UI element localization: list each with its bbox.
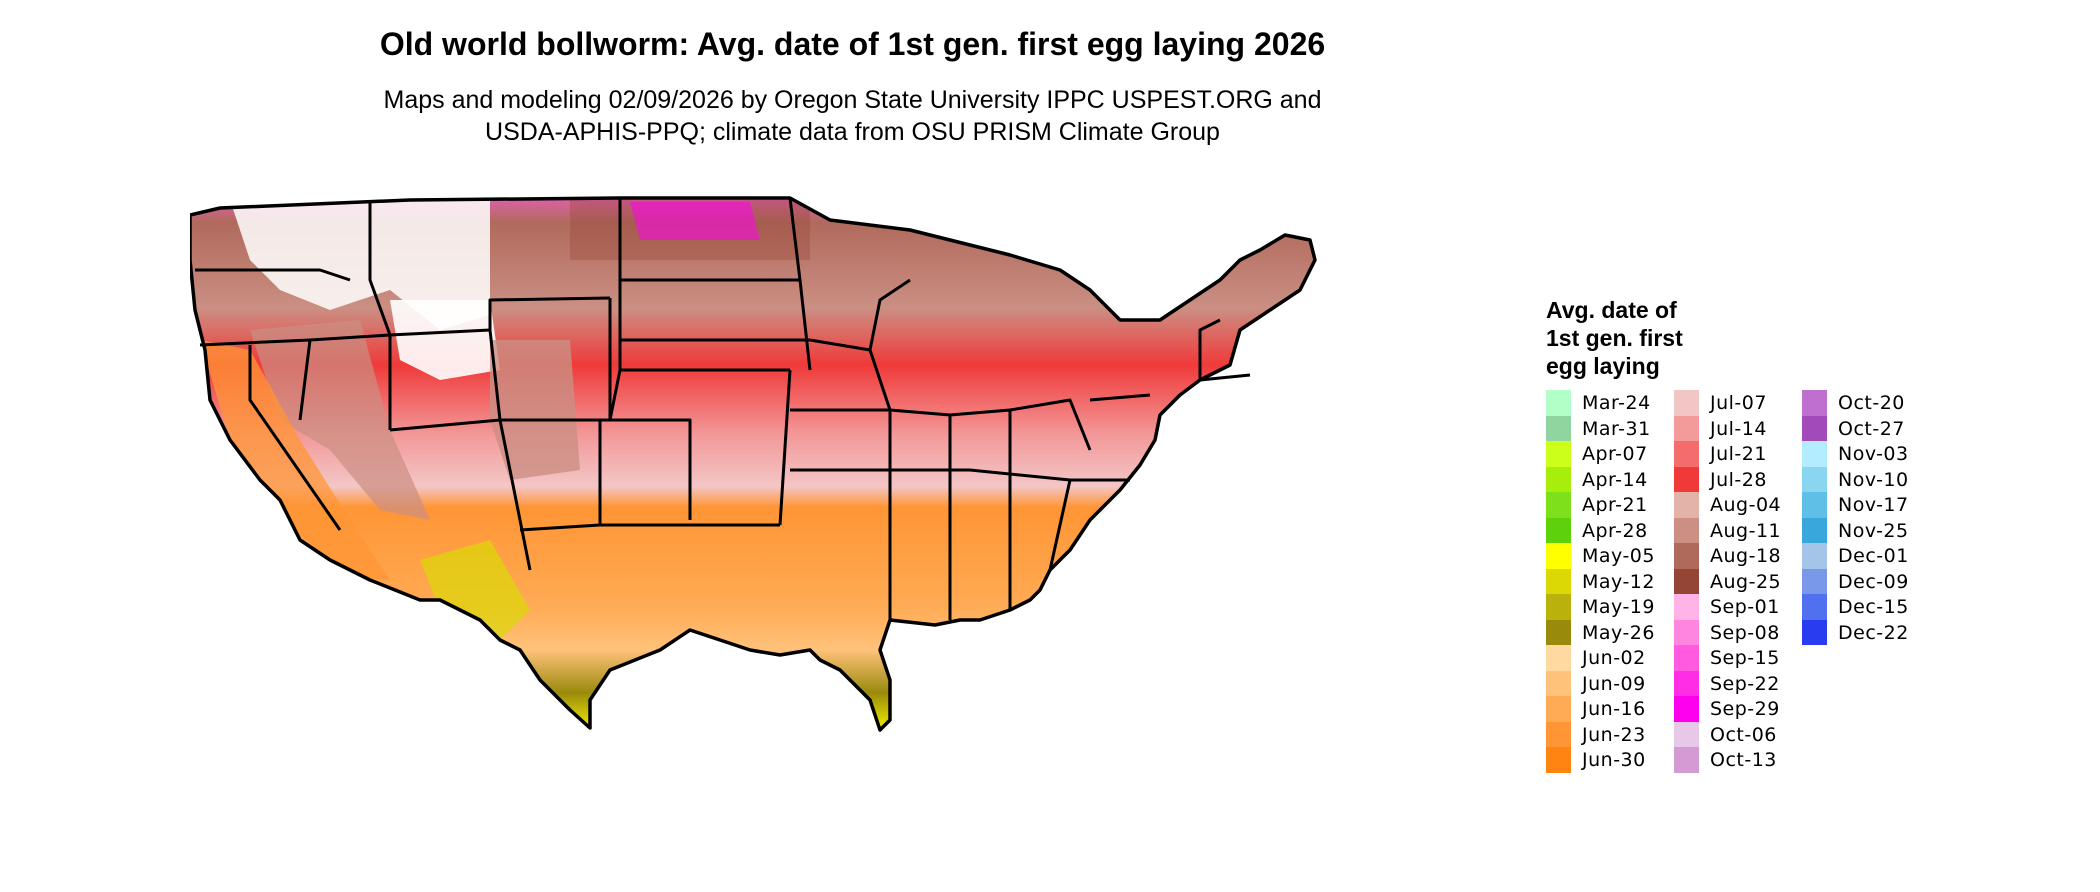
legend-swatch [1546, 517, 1571, 543]
legend-swatch [1546, 670, 1571, 696]
legend-label: Aug-25 [1710, 570, 1782, 593]
legend-label: Sep-15 [1710, 647, 1780, 669]
legend-title-line-2: 1st gen. first [1546, 325, 1683, 351]
legend-label: Apr-07 [1582, 443, 1648, 465]
legend-swatch [1546, 543, 1571, 569]
legend-swatch [1802, 594, 1827, 620]
legend-label: Jul-21 [1710, 443, 1767, 465]
legend-label: Aug-04 [1710, 494, 1782, 516]
legend-label: Dec-22 [1838, 621, 1909, 644]
legend-swatch [1674, 721, 1699, 747]
legend-label: Jul-07 [1710, 392, 1767, 414]
legend-swatch [1674, 441, 1699, 467]
legend-swatch [1802, 492, 1827, 518]
legend-swatch [1546, 619, 1571, 645]
legend-label: Nov-25 [1838, 519, 1909, 542]
legend-label: May-05 [1582, 545, 1655, 567]
legend-swatch [1802, 568, 1827, 594]
legend-swatch [1802, 390, 1827, 416]
legend-swatch [1674, 492, 1699, 518]
legend-label: Sep-29 [1710, 698, 1780, 720]
us-outline [190, 196, 1317, 732]
legend-swatch [1674, 747, 1699, 773]
legend-label: Nov-03 [1838, 443, 1909, 465]
legend-label: Apr-28 [1582, 519, 1648, 542]
legend-swatch [1546, 441, 1571, 467]
legend-label: Apr-14 [1582, 468, 1648, 491]
legend-title: Avg. date of 1st gen. first egg laying [1546, 296, 1683, 380]
legend-title-line-3: egg laying [1546, 353, 1660, 379]
legend-title-line-1: Avg. date of [1546, 297, 1677, 323]
legend-label: Oct-06 [1710, 723, 1777, 746]
legend-label: Dec-01 [1838, 545, 1909, 567]
map-title: Old world bollworm: Avg. date of 1st gen… [379, 26, 1326, 62]
legend-swatch [1674, 568, 1699, 594]
legend-label: Apr-21 [1582, 494, 1648, 516]
legend-swatch [1546, 415, 1571, 441]
legend-label: Mar-24 [1582, 392, 1651, 414]
legend-swatch [1546, 747, 1571, 773]
legend-swatch [1546, 721, 1571, 747]
legend-swatch [1546, 390, 1571, 416]
state-borders [195, 197, 1251, 620]
legend-label: Mar-31 [1582, 417, 1651, 440]
legend-swatch [1802, 543, 1827, 569]
legend-label: May-19 [1582, 596, 1655, 618]
legend-label: Sep-01 [1710, 596, 1780, 618]
map-fill [190, 198, 1315, 730]
legend-swatch [1674, 619, 1699, 645]
legend-label: Nov-10 [1838, 468, 1909, 491]
legend-label: Sep-22 [1710, 672, 1780, 695]
legend-swatch [1674, 670, 1699, 696]
legend-swatch [1546, 594, 1571, 620]
legend-label: Jun-09 [1582, 672, 1646, 695]
legend-swatch [1802, 441, 1827, 467]
legend-swatch [1802, 517, 1827, 543]
legend-label: Sep-08 [1710, 621, 1780, 644]
legend-label: Aug-11 [1710, 519, 1782, 542]
legend-swatch [1546, 568, 1571, 594]
legend-swatch [1546, 645, 1571, 671]
legend-label: Jun-16 [1582, 698, 1646, 720]
legend-swatch [1674, 645, 1699, 671]
legend-swatch [1674, 415, 1699, 441]
subtitle-line-1: Maps and modeling 02/09/2026 by Oregon S… [383, 86, 1322, 114]
legend-label: Jun-30 [1582, 749, 1646, 771]
legend-label: Dec-09 [1838, 570, 1909, 593]
legend-swatch [1546, 466, 1571, 492]
legend-swatch [1802, 415, 1827, 441]
legend-swatch [1546, 492, 1571, 518]
legend-swatch [1674, 543, 1699, 569]
legend-swatch [1674, 696, 1699, 722]
legend-label: Oct-13 [1710, 749, 1777, 771]
legend-label: May-26 [1582, 621, 1655, 644]
legend-label: Nov-17 [1838, 494, 1909, 516]
legend-swatch [1674, 466, 1699, 492]
legend-swatch [1674, 517, 1699, 543]
legend-swatch [1546, 696, 1571, 722]
map-subtitle: Maps and modeling 02/09/2026 by Oregon S… [0, 84, 1705, 148]
legend-label: Jun-02 [1582, 647, 1646, 669]
legend-swatch [1802, 619, 1827, 645]
legend-label: Aug-18 [1710, 545, 1782, 567]
subtitle-line-2: USDA-APHIS-PPQ; climate data from OSU PR… [485, 118, 1220, 146]
us-choropleth-map [190, 196, 1317, 732]
legend-swatch [1674, 594, 1699, 620]
legend-label: Jul-28 [1710, 468, 1767, 491]
legend-label: Oct-20 [1838, 392, 1905, 414]
legend-swatch [1674, 390, 1699, 416]
legend-label: Jul-14 [1710, 417, 1767, 440]
legend-swatch [1802, 466, 1827, 492]
legend-label: Dec-15 [1838, 596, 1909, 618]
legend-label: May-12 [1582, 570, 1655, 593]
legend-label: Oct-27 [1838, 417, 1905, 440]
legend-label: Jun-23 [1582, 723, 1646, 746]
